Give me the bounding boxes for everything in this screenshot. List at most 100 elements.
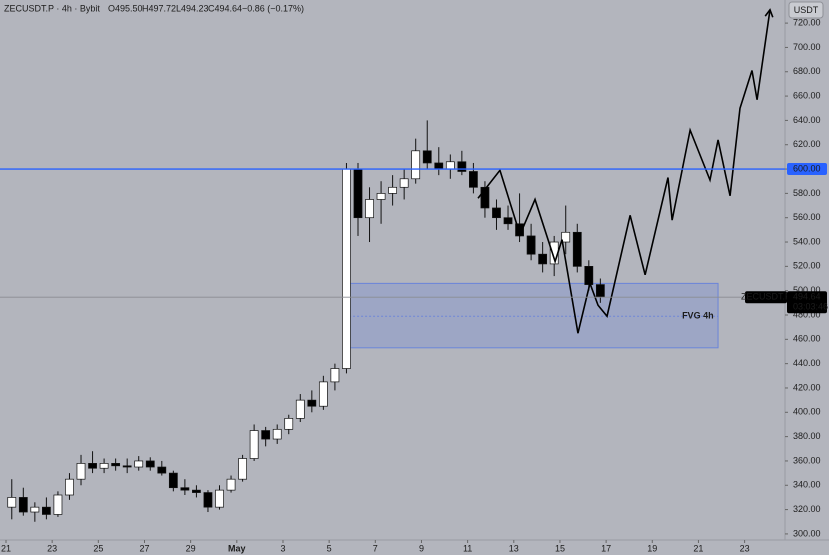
x-tick-label: 21 (693, 543, 703, 553)
y-tick-label: 400.00 (793, 407, 821, 417)
y-tick-label: 640.00 (793, 115, 821, 125)
candle-body (238, 458, 247, 480)
candle-body (503, 217, 513, 225)
header: ZECUSDT.P · 4h · Bybit O495.50 H497.72 L… (4, 3, 304, 13)
candle-body (272, 428, 282, 440)
y-tick-label: 420.00 (793, 382, 821, 392)
x-tick-label: 29 (186, 543, 196, 553)
candle-body (168, 472, 178, 489)
candle-body (365, 199, 374, 219)
candle-body (595, 284, 605, 298)
y-tick-label: 680.00 (793, 66, 821, 76)
symbol-label: ZECUSDT.P (741, 292, 791, 302)
candle-body (572, 231, 582, 267)
y-tick-label: 320.00 (793, 504, 821, 514)
x-tick-label: 5 (327, 543, 332, 553)
x-tick-label: 13 (509, 543, 519, 553)
candle-body (584, 266, 594, 285)
candle-body (42, 506, 51, 515)
candle-body (134, 460, 144, 468)
candle-body (111, 463, 121, 467)
candle-body (307, 399, 317, 407)
x-tick-label: May (228, 543, 246, 553)
candle-body (215, 489, 224, 508)
y-tick-label: 720.00 (793, 17, 821, 27)
y-tick-label: 500.00 (793, 285, 821, 295)
x-tick-label: 3 (280, 543, 285, 553)
candle-body (192, 489, 201, 493)
level-tag (787, 163, 827, 176)
price-tag (787, 291, 827, 314)
candle-body (399, 178, 409, 188)
y-tick-label: 520.00 (793, 261, 821, 271)
low: L494.23 (176, 3, 209, 13)
close: C494.64 (208, 3, 242, 13)
plot: FVG 4h (7, 8, 774, 522)
candle-body (445, 161, 455, 170)
x-tick-label: 15 (555, 543, 565, 553)
x-tick-label: 9 (419, 543, 424, 553)
candle-body (99, 463, 109, 469)
y-tick-label: 660.00 (793, 90, 821, 100)
x-tick-label: 7 (373, 543, 378, 553)
candle-body (561, 231, 571, 243)
level-label: 600.00 (793, 163, 821, 173)
countdown: 03:03:46 (793, 302, 828, 312)
y-tick-label: 560.00 (793, 212, 821, 222)
currency: USDT (794, 5, 819, 15)
change: −0.86 (−0.17%) (242, 3, 304, 13)
candle-body (422, 150, 432, 164)
y-tick-label: 540.00 (793, 236, 821, 246)
candle-body (330, 368, 340, 383)
high: H497.72 (142, 3, 176, 13)
y-tick-label: 340.00 (793, 480, 821, 490)
candle-body (145, 460, 155, 468)
candle-body (388, 186, 398, 194)
candle-body (53, 494, 63, 515)
fvg-zone (344, 282, 719, 349)
candle-body (261, 430, 271, 440)
x-tick-label: 23 (47, 543, 57, 553)
candle-body (122, 465, 132, 468)
candle-body (411, 150, 421, 180)
y-tick-label: 380.00 (793, 431, 821, 441)
candle-body (7, 497, 17, 508)
symbol: ZECUSDT.P · 4h · Bybit (4, 3, 100, 13)
open: O495.50 (108, 3, 143, 13)
x-tick-label: 27 (139, 543, 149, 553)
candle-body (318, 381, 328, 407)
candle-body (157, 466, 167, 474)
candle-body (434, 162, 444, 170)
x-tick-label: 11 (463, 543, 472, 553)
x-tick-label: 19 (647, 543, 657, 553)
candle-body (249, 430, 259, 459)
candle-body (295, 399, 305, 419)
candle-body (284, 418, 294, 430)
candle-body (88, 463, 97, 469)
currency-box[interactable] (788, 1, 824, 19)
candle-body (480, 186, 490, 209)
projection-path (477, 9, 771, 334)
y-tick-label: 480.00 (793, 309, 821, 319)
candle-body (203, 492, 213, 508)
candle-body (526, 235, 536, 255)
candle-body (180, 487, 190, 491)
y-tick-label: 580.00 (793, 188, 821, 198)
y-tick-label: 440.00 (793, 358, 821, 368)
candle-body (342, 168, 351, 369)
candle-body (376, 193, 386, 200)
x-tick-label: 21 (1, 543, 11, 553)
candle-body (76, 463, 86, 480)
symbol-tag (745, 291, 787, 304)
candle-body (492, 207, 501, 219)
y-tick-label: 620.00 (793, 139, 821, 149)
fvg-label: FVG 4h (682, 311, 714, 321)
candle-body (353, 168, 363, 219)
y-tick-label: 460.00 (793, 334, 821, 344)
candle-body (469, 171, 478, 188)
candle-body (18, 497, 28, 513)
x-tick-label: 25 (93, 543, 103, 553)
candle-body (515, 223, 524, 237)
x-tick-label: 17 (601, 543, 611, 553)
